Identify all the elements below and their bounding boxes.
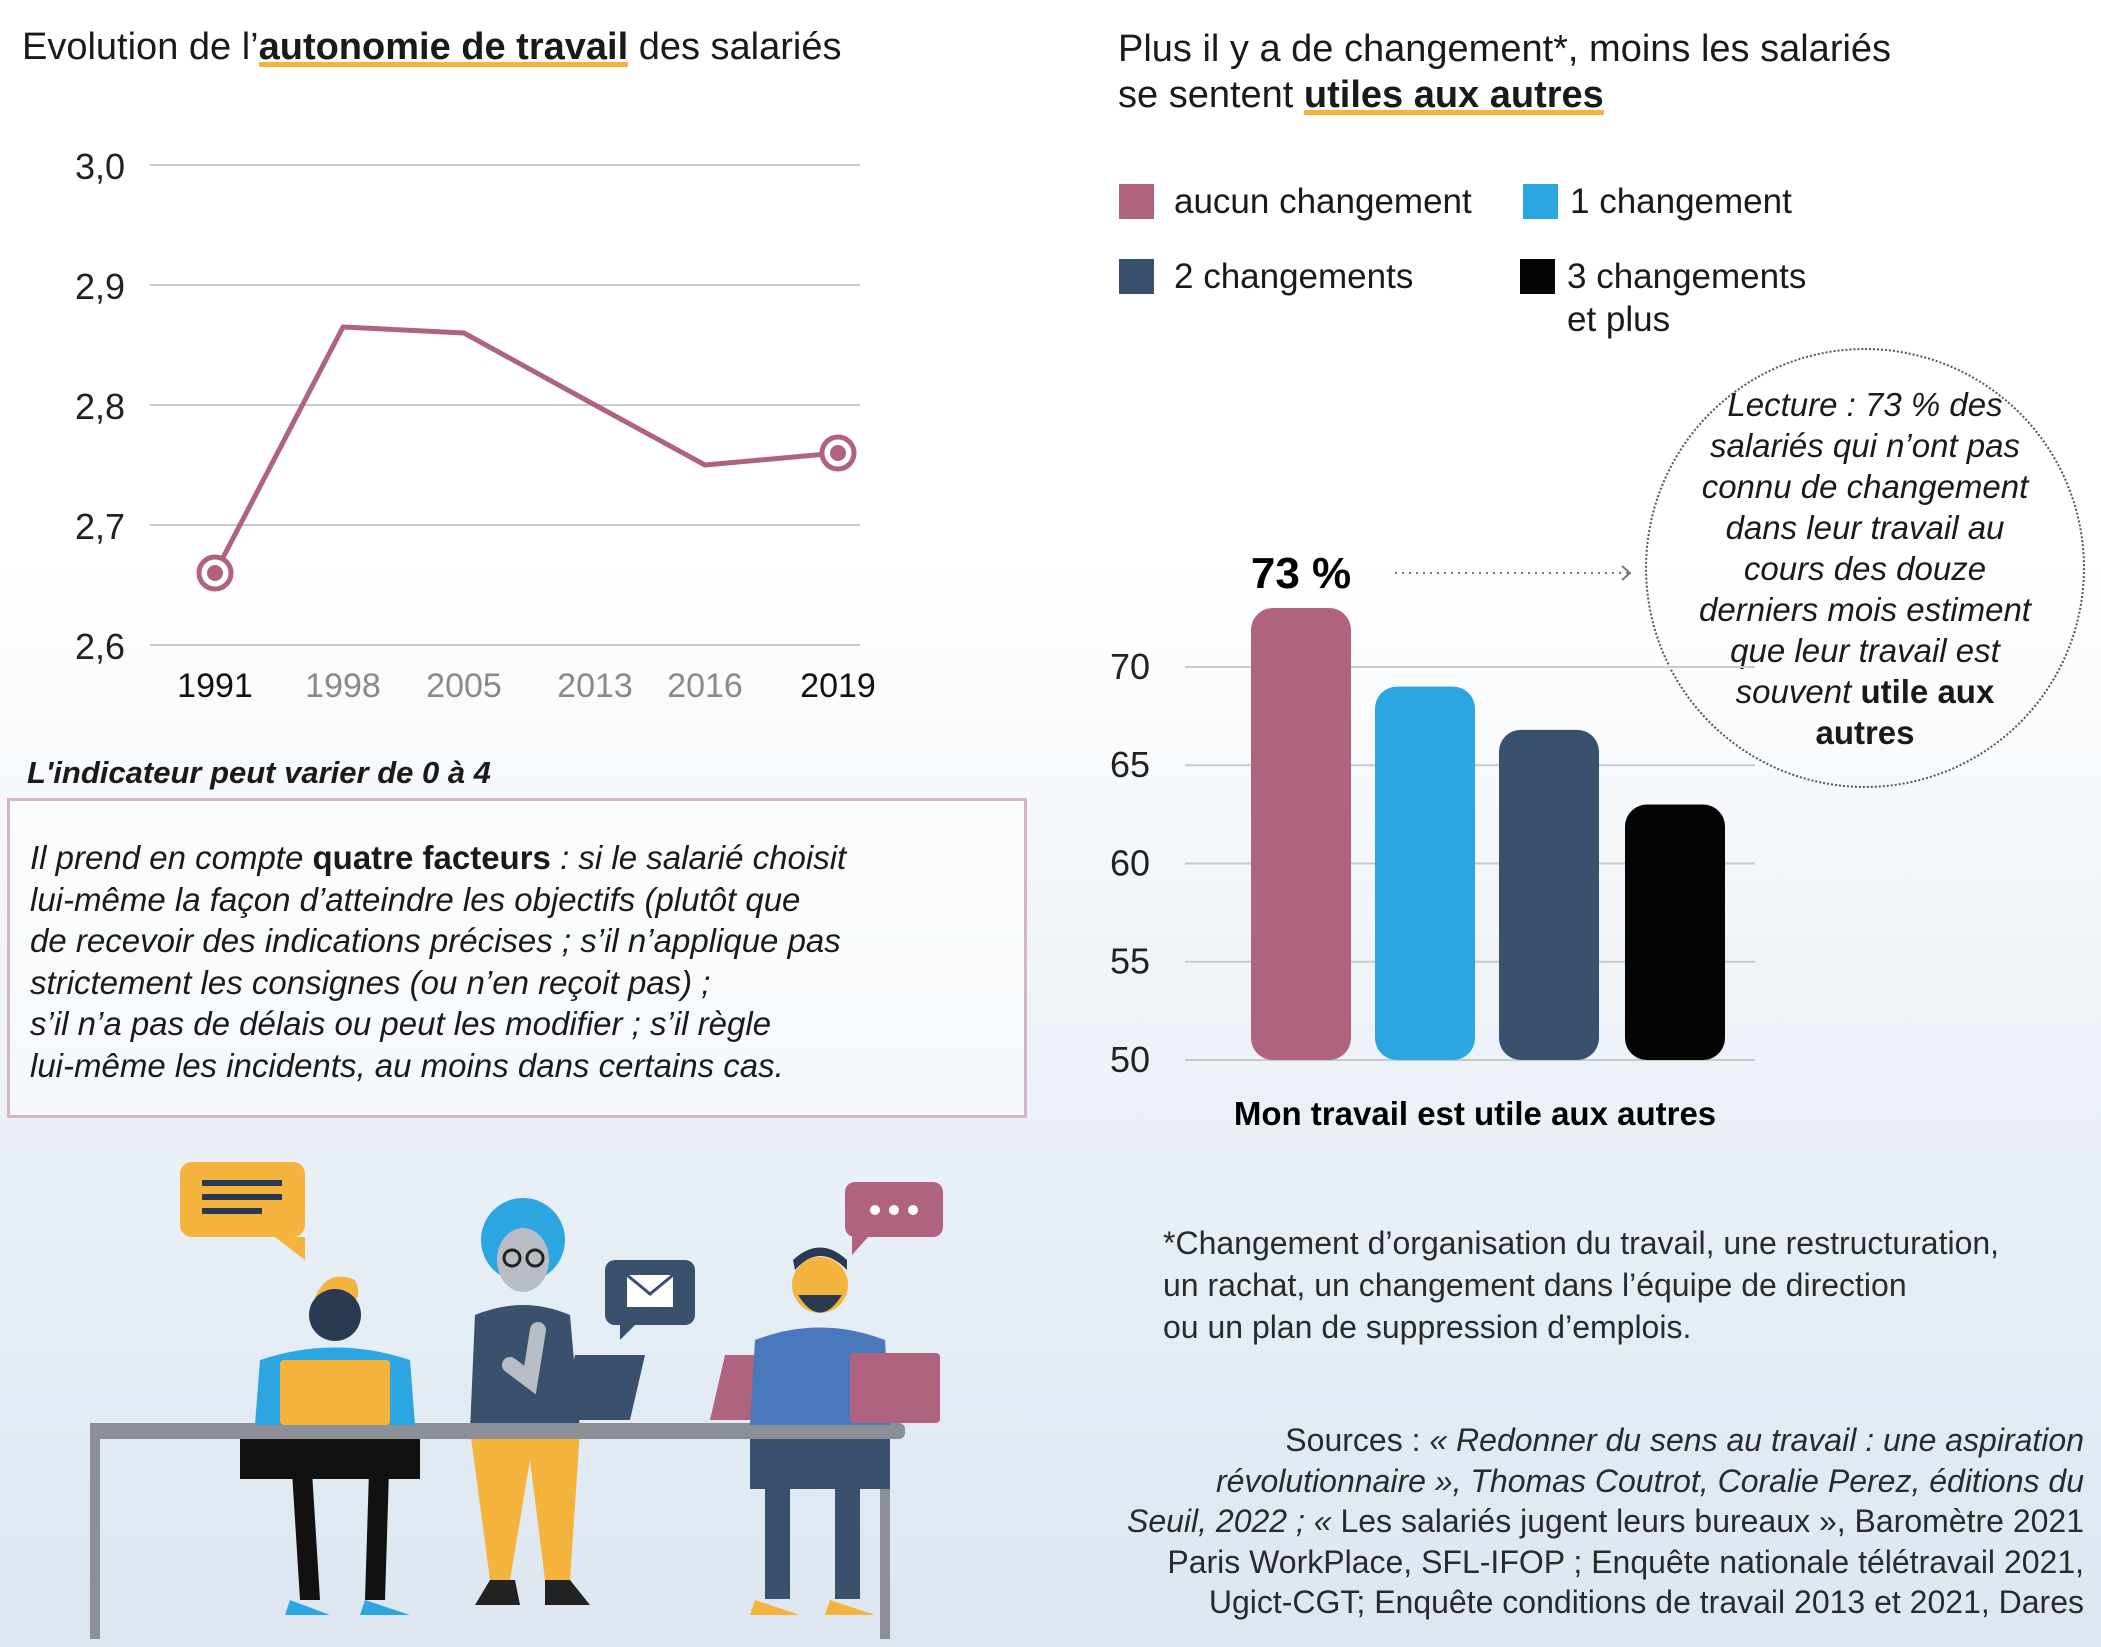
y-tick-label: 3,0	[75, 146, 125, 187]
legend-label: 2 changements	[1174, 257, 1414, 296]
lecture-text: Lecture : 73 % des salariés qui n’ont pa…	[1699, 385, 2031, 710]
legend-label-2: et plus	[1567, 300, 1671, 339]
laptop-icon	[560, 1355, 645, 1420]
left-title-post: des salariés	[628, 26, 842, 68]
legend-swatch	[1119, 259, 1154, 294]
left-title-highlight: autonomie de travail	[258, 26, 629, 70]
sources-text: Ugict-CGT; Enquête conditions de travail…	[1208, 1584, 2084, 1620]
line-series	[212, 324, 839, 575]
y-tick-label: 2,6	[75, 626, 125, 667]
indicator-line: : si le salarié choisit	[550, 839, 847, 876]
y-tick-label: 70	[1110, 646, 1150, 687]
right-chart-title: Plus il y a de changement*, moins les sa…	[1118, 26, 1891, 118]
bar	[1499, 729, 1599, 1060]
lecture-bold: utile aux autres	[1815, 672, 1995, 751]
indicator-line: lui-même la façon d’atteindre les object…	[30, 880, 801, 918]
legend-item-aucun: aucun changement	[1119, 180, 1472, 223]
laptop-icon	[280, 1360, 390, 1425]
sources-text: Seuil, 2022 ; «	[1126, 1503, 1341, 1539]
standing-person	[470, 1198, 590, 1605]
x-tick-label: 1998	[305, 667, 381, 705]
table-leg	[90, 1439, 100, 1639]
lecture-note: Lecture : 73 % des salariés qui n’ont pa…	[1645, 348, 2085, 788]
chat-bubble-icon	[845, 1182, 943, 1255]
sources-text: « Redonner du sens au travail : une aspi…	[1429, 1422, 2084, 1458]
table-leg	[880, 1439, 890, 1639]
bar-pointer-arrow	[1621, 565, 1632, 581]
data-point-dot	[830, 445, 846, 461]
y-tick-label: 2,8	[75, 386, 125, 427]
footnote-line: un rachat, un changement dans l’équipe d…	[1163, 1267, 1907, 1303]
legend-label: 1 changement	[1570, 182, 1792, 221]
indicator-box: Il prend en compte quatre facteurs : si …	[7, 798, 1027, 1118]
right-title-line1: Plus il y a de changement*, moins les sa…	[1118, 28, 1892, 70]
y-tick-label: 2,9	[75, 266, 125, 307]
legend-swatch	[1523, 184, 1558, 219]
legend-item-3: 3 changements et plus	[1520, 255, 1806, 341]
right-person	[750, 1247, 940, 1615]
y-tick-label: 55	[1110, 941, 1150, 982]
x-tick-label: 1991	[177, 667, 253, 705]
y-tick-label: 50	[1110, 1039, 1150, 1080]
left-title-pre: Evolution de l’	[22, 26, 259, 68]
line-chart: 3,0 2,9 2,8 2,7 2,6 1991 1998 2005 2013 2016 2019	[75, 146, 876, 705]
indicator-line: Il prend en compte	[30, 839, 313, 876]
indicator-line: lui-même les incidents, au moins dans ce…	[30, 1046, 784, 1084]
sources: Sources : « Redonner du sens au travail …	[1084, 1420, 2084, 1623]
legend-item-2: 2 changements	[1119, 255, 1413, 298]
sources-text: Paris WorkPlace, SFL-IFOP ; Enquête nati…	[1167, 1543, 2084, 1580]
sources-label: Sources :	[1285, 1422, 1430, 1458]
y-tick-label: 2,7	[75, 506, 125, 547]
sources-text: révolutionnaire », Thomas Coutrot, Coral…	[1216, 1462, 2084, 1499]
office-illustration	[90, 1162, 943, 1639]
legend-item-1: 1 changement	[1523, 180, 1792, 223]
speech-bubble-icon	[180, 1162, 305, 1260]
right-title-highlight: utiles aux autres	[1303, 74, 1604, 118]
legend-label: aucun changement	[1174, 182, 1472, 221]
x-tick-label: 2019	[800, 667, 876, 705]
bar	[1375, 686, 1475, 1060]
left-chart-title: Evolution de l’autonomie de travail des …	[22, 26, 842, 70]
indicator-line: s’il n’a pas de délais ou peut les modif…	[30, 1005, 772, 1042]
legend-swatch	[1520, 259, 1555, 294]
mail-bubble-icon	[605, 1260, 695, 1340]
y-tick-label: 65	[1110, 744, 1150, 785]
left-person	[240, 1276, 420, 1615]
bar	[1251, 608, 1351, 1060]
legend-swatch	[1119, 184, 1154, 219]
y-tick-label: 60	[1110, 842, 1150, 883]
legend-label: 3 changements	[1567, 257, 1807, 296]
x-tick-label: 2005	[426, 667, 502, 705]
indicator-line: strictement les consignes (ou n’en reçoi…	[30, 963, 711, 1001]
bar-value-label: 73 %	[1251, 549, 1351, 598]
laptop-icon	[850, 1353, 940, 1423]
bar-chart: 70 65 60 55 50 73 % Mon travail est utile au…	[1110, 549, 1755, 1132]
footnote: *Changement d’organisation du travail, u…	[1163, 1222, 1999, 1348]
sources-text: Les salariés jugent leurs bureaux », Bar…	[1340, 1503, 2084, 1539]
indicator-line: de recevoir des indications précises ; s…	[30, 922, 841, 959]
table-top	[90, 1423, 905, 1439]
x-tick-label: 2013	[557, 667, 633, 705]
right-title-line2-pre: se sentent	[1118, 74, 1304, 116]
bar-x-axis-label: Mon travail est utile aux autres	[1234, 1095, 1716, 1132]
indicator-title: L'indicateur peut varier de 0 à 4	[27, 755, 491, 790]
footnote-line: ou un plan de suppression d’emplois.	[1163, 1309, 1692, 1345]
x-tick-label: 2016	[667, 667, 743, 705]
data-point-dot	[207, 565, 223, 581]
bar	[1625, 804, 1725, 1060]
footnote-line: *Changement d’organisation du travail, u…	[1163, 1225, 2000, 1261]
indicator-bold: quatre facteurs	[312, 839, 551, 876]
